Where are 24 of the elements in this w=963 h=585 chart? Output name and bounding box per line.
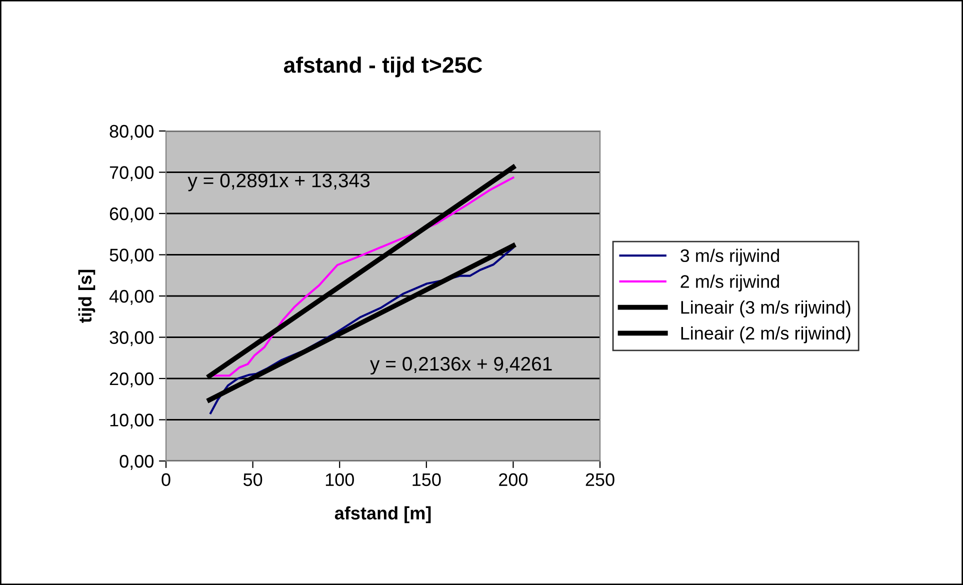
y-tick-label: 40,00 [109,290,154,305]
x-tick-label: 150 [412,473,441,486]
y-tick-label: 60,00 [110,207,154,222]
x-tick-label: 100 [326,473,354,486]
x-tick-label: 200 [499,473,528,486]
x-tick-label: 50 [243,473,262,486]
legend-label: 2 m/s rijwind [680,274,779,292]
y-tick-label: 80,00 [110,124,154,140]
annotation: y = 0,2136x + 9,4261 [370,356,552,375]
legend-label: Lineair (3 m/s rijwind) [681,300,850,318]
y-axis-title: tijd [s] [78,270,96,323]
legend-label: 3 m/s rijwind [680,248,779,266]
y-tick-label: 30,00 [110,331,154,346]
y-tick-label: 70,00 [110,166,154,182]
y-tick-label: 50,00 [110,248,154,264]
x-tick-label: 250 [586,473,614,486]
y-tick-label: 20,00 [110,372,154,388]
x-tick-label: 0 [162,473,170,486]
y-tick-label: 10,00 [110,414,154,429]
legend-label: Lineair (2 m/s rijwind) [681,326,850,344]
chart-title: afstand - tijd t>25C [284,56,482,78]
x-axis-title: afstand [m] [334,506,431,524]
annotation: y = 0,2891x + 13,343 [188,174,370,192]
y-tick-label: 0,00 [120,454,154,470]
